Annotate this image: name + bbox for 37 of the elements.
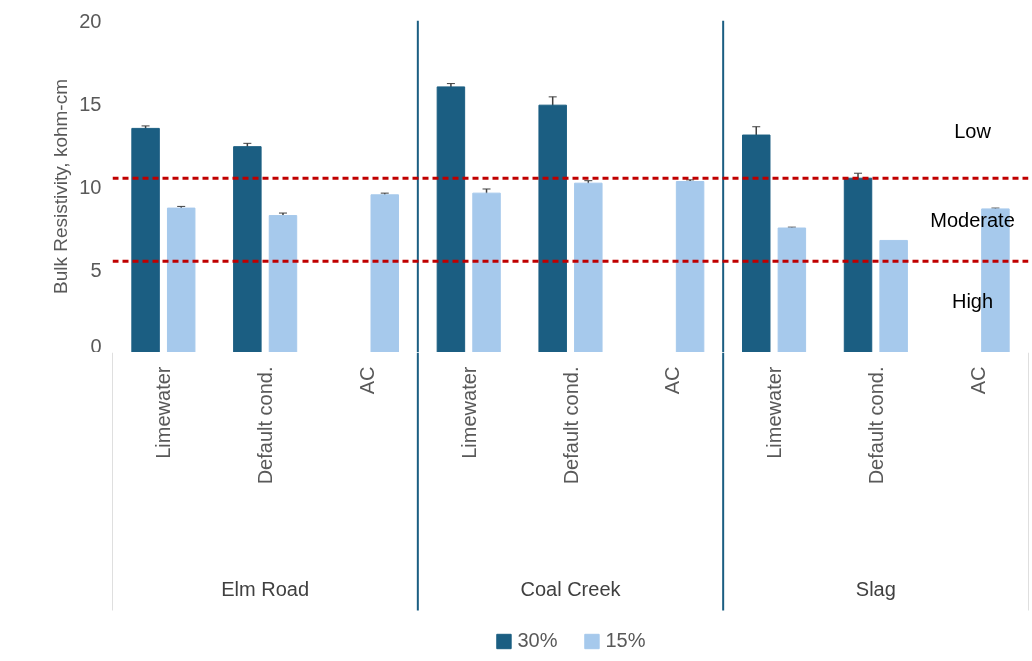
bar [131,127,160,352]
bar [742,134,771,352]
text: Elm Road [221,577,310,600]
bar [879,239,908,352]
bar [472,192,501,352]
y-tick-label: 15 [79,92,102,115]
y-tick-label: 20 [79,9,102,32]
annotation: Low [954,119,992,142]
legend-label: 30% [517,629,558,652]
bar [233,146,262,352]
x-tick-label: Limewater [763,366,786,459]
annotation: Moderate [930,208,1015,231]
x-tick-label: Default cond. [559,366,582,485]
text: Coal Creek [520,577,622,600]
bar [370,194,399,352]
x-tick-label: AC [355,366,378,395]
legend-label: 15% [605,629,646,652]
x-tick-label: Limewater [152,366,175,459]
text: Slag [855,577,896,600]
y-tick-label: 0 [90,334,102,357]
x-tick-label: Limewater [457,366,480,459]
bar [777,227,807,352]
bar [843,177,873,352]
y-axis-title: Bulk Resistivity, kohm-cm [50,78,72,295]
x-tick-label: Default cond. [254,366,277,485]
annotation: High [951,290,994,313]
bar [268,215,298,352]
y-tick-label: 10 [79,175,102,198]
bar [436,86,466,352]
x-tick-label: AC [966,366,989,395]
x-tick-label: AC [661,366,684,395]
y-tick-label: 5 [90,258,102,281]
bar [574,182,603,352]
bar [675,181,705,352]
bar [538,104,567,352]
bar [166,207,196,352]
x-tick-label: Default cond. [864,366,887,485]
